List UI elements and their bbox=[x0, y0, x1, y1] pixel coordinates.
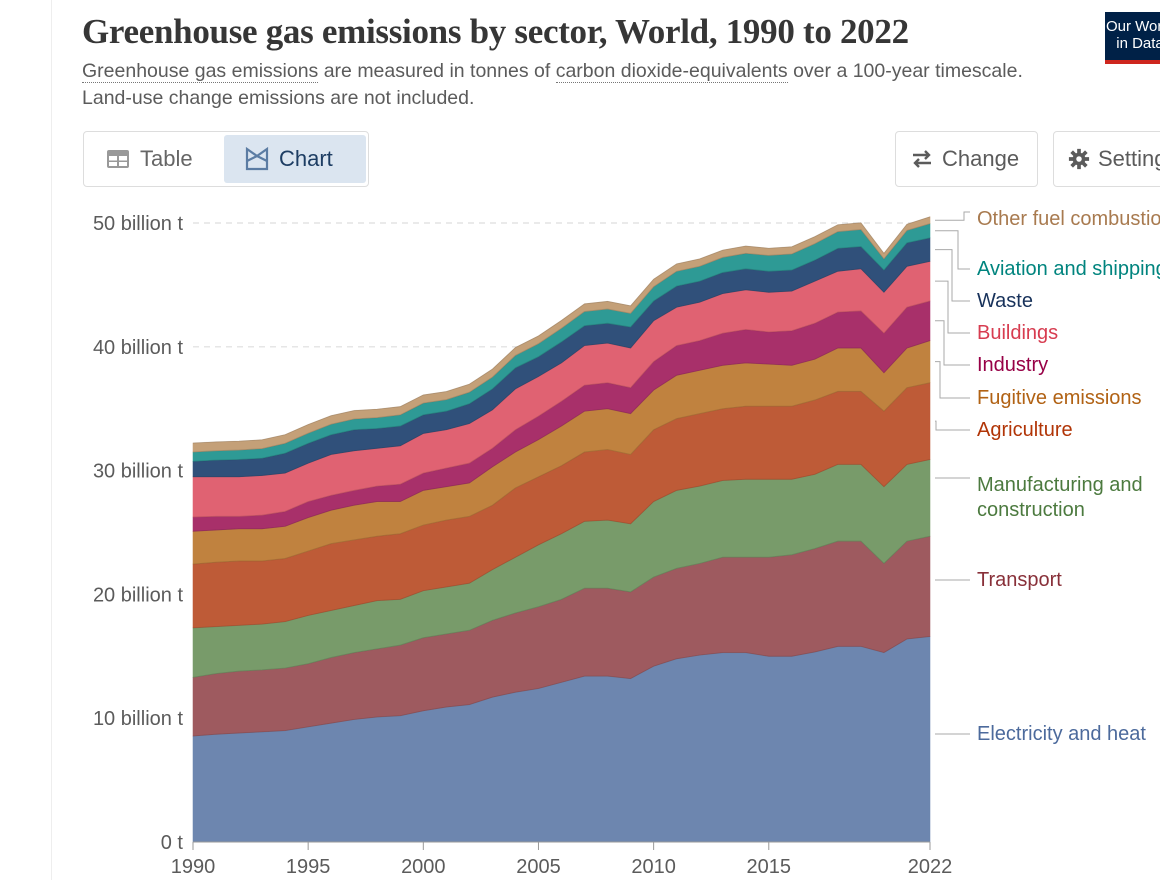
change-button[interactable]: Change bbox=[895, 131, 1038, 187]
tab-chart-label: Chart bbox=[279, 146, 333, 171]
table-grid-icon bbox=[107, 150, 129, 168]
area-chart-icon bbox=[245, 147, 269, 171]
area-boundary bbox=[193, 260, 931, 478]
area-boundary bbox=[192, 535, 931, 678]
y-tick-label: 10 billion t bbox=[93, 708, 184, 730]
ghg-definition-link[interactable]: Greenhouse gas emissions bbox=[82, 60, 319, 83]
legend-label-manufacturing-and-construction[interactable]: Manufacturing and construction bbox=[977, 474, 1143, 521]
logo-line-2: in Data bbox=[1116, 35, 1160, 52]
y-tick-label: 50 billion t bbox=[93, 213, 184, 235]
legend-leader-line bbox=[935, 320, 970, 366]
chart-subtitle: Greenhouse gas emissions are measured in… bbox=[82, 58, 1062, 112]
subtitle-text: are measured in tonnes of bbox=[318, 60, 556, 82]
page-edge-divider bbox=[51, 0, 52, 880]
logo-line-1: Our World bbox=[1105, 18, 1160, 35]
y-tick-label: 20 billion t bbox=[93, 584, 184, 606]
settings-button[interactable]: Settings bbox=[1053, 131, 1160, 187]
legend-leader-line bbox=[935, 211, 970, 221]
chart-title: Greenhouse gas emissions by sector, Worl… bbox=[82, 12, 909, 51]
settings-label: Settings bbox=[1098, 146, 1160, 171]
legend-label-agriculture[interactable]: Agriculture bbox=[977, 419, 1073, 441]
legend-leader-line bbox=[935, 420, 970, 431]
area-boundary bbox=[192, 300, 931, 518]
legend-leader-line bbox=[935, 230, 970, 270]
y-tick-label: 40 billion t bbox=[93, 337, 184, 359]
area-boundary bbox=[192, 458, 931, 629]
area-boundary bbox=[192, 216, 931, 444]
tab-chart[interactable]: Chart bbox=[224, 135, 366, 183]
tab-table[interactable]: Table bbox=[106, 135, 193, 183]
x-tick-label: 2005 bbox=[516, 856, 561, 878]
area-other-fuel-combustion bbox=[192, 216, 931, 453]
legend-leader-line bbox=[935, 361, 970, 399]
legend-leader-line bbox=[935, 249, 970, 302]
view-tabs: Table Chart bbox=[83, 131, 369, 187]
x-tick-label: 1990 bbox=[171, 856, 216, 878]
x-tick-label: 2010 bbox=[631, 856, 676, 878]
x-tick-label: 2015 bbox=[747, 856, 792, 878]
legend-label-buildings[interactable]: Buildings bbox=[977, 322, 1058, 344]
gear-icon bbox=[1068, 148, 1090, 170]
x-tick-label: 1995 bbox=[286, 856, 331, 878]
legend-label-electricity-and-heat[interactable]: Electricity and heat bbox=[977, 723, 1146, 745]
tab-table-label: Table bbox=[140, 146, 193, 171]
area-boundary bbox=[192, 237, 931, 462]
owid-logo[interactable]: Our Worldin Data bbox=[1105, 12, 1160, 64]
area-boundary bbox=[192, 635, 931, 737]
co2eq-definition-link[interactable]: carbon dioxide-equivalents bbox=[555, 60, 788, 83]
y-tick-label: 0 t bbox=[161, 832, 184, 854]
x-tick-label: 2022 bbox=[908, 856, 953, 878]
area-boundary bbox=[192, 340, 931, 532]
area-boundary bbox=[192, 382, 931, 565]
change-label: Change bbox=[942, 146, 1020, 171]
y-tick-label: 30 billion t bbox=[93, 461, 184, 483]
legend-leader-line bbox=[935, 280, 970, 334]
legend-label-other-fuel-combustion[interactable]: Other fuel combustion bbox=[977, 208, 1160, 230]
swap-arrows-icon bbox=[913, 150, 931, 168]
legend-label-transport[interactable]: Transport bbox=[977, 569, 1062, 591]
area-boundary bbox=[192, 223, 931, 453]
subtitle-text-end: over a 100-year timescale. Land-use chan… bbox=[82, 60, 1023, 109]
legend-label-fugitive-emissions[interactable]: Fugitive emissions bbox=[977, 387, 1142, 409]
legend-label-aviation-and-shipping[interactable]: Aviation and shipping bbox=[977, 258, 1160, 280]
x-tick-label: 2000 bbox=[401, 856, 446, 878]
legend-label-waste[interactable]: Waste bbox=[977, 290, 1033, 312]
legend-label-industry[interactable]: Industry bbox=[977, 354, 1048, 376]
